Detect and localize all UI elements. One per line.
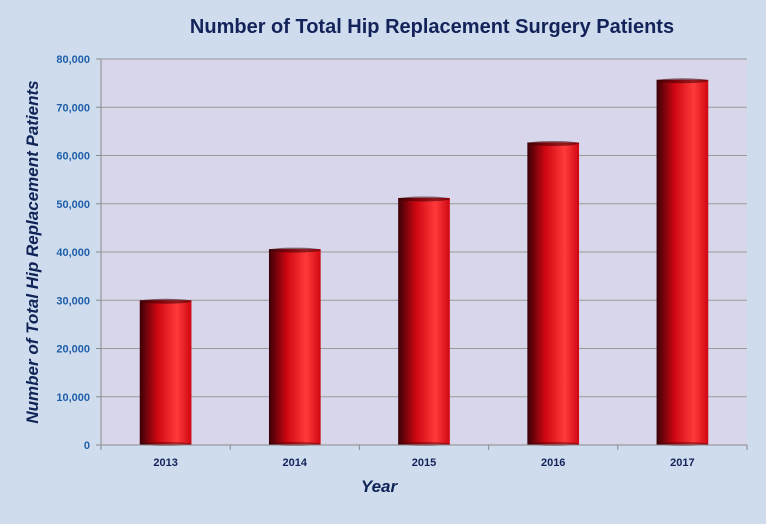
y-tick-label: 60,000 (56, 151, 90, 163)
bar-2015 (398, 196, 450, 446)
y-tick-label: 30,000 (56, 295, 90, 307)
bar-cap (527, 140, 580, 146)
x-tick-label: 2013 (153, 457, 177, 469)
y-axis-ticks: 0 10,000 20,000 30,000 40,000 50,000 60,000 70,… (56, 54, 101, 452)
bar (656, 79, 709, 445)
bar-2013 (139, 298, 192, 446)
y-tick-label: 80,000 (56, 54, 90, 66)
y-axis-title: Number of Total Hip Replacement Patients (23, 80, 42, 423)
chart-title: Number of Total Hip Replacement Surgery … (190, 16, 674, 38)
y-axis-title-part-1: Number of Total (23, 289, 42, 423)
y-axis-title-part-2: Hip (23, 262, 42, 289)
bar-cap (268, 247, 321, 253)
y-tick-label: 70,000 (56, 102, 90, 114)
bar-cap (656, 78, 709, 84)
y-tick-label: 20,000 (56, 344, 90, 356)
bar (398, 197, 450, 445)
x-tick-label: 2017 (670, 457, 694, 469)
bar (139, 300, 192, 445)
bar-cap (398, 196, 450, 202)
bar-2017 (656, 78, 709, 446)
x-axis-ticks: 2013 2014 2015 2016 2017 (100, 445, 748, 469)
bar (268, 249, 321, 445)
y-axis-title-part-3: Replacement Patients (23, 80, 42, 261)
y-tick-label: 0 (84, 440, 90, 452)
x-axis-title: Year (361, 477, 399, 496)
bar-2016 (527, 140, 580, 446)
y-tick-label: 50,000 (56, 199, 90, 211)
bar-2014 (268, 247, 321, 446)
x-tick-label: 2015 (412, 457, 436, 469)
x-tick-label: 2014 (283, 457, 308, 469)
bar-cap (139, 298, 192, 304)
y-tick-label: 40,000 (56, 247, 90, 259)
bar (527, 142, 580, 445)
x-tick-label: 2016 (541, 457, 565, 469)
y-tick-label: 10,000 (56, 392, 90, 404)
bars (139, 78, 709, 446)
